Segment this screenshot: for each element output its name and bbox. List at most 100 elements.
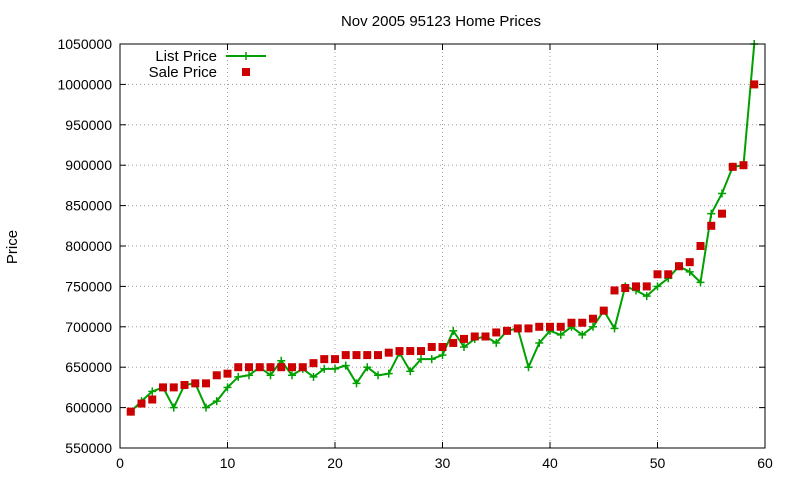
sale-price-point — [675, 262, 683, 271]
list-price-point — [202, 403, 210, 412]
sale-price-point — [578, 318, 587, 327]
list-price-point — [653, 282, 662, 291]
axis-ticks: 0 10 20 30 40 50 60 550000 600000 650000 700000 750… — [57, 36, 773, 471]
list-price-point — [718, 189, 726, 198]
sale-price-point — [750, 80, 759, 89]
sale-price-point — [148, 395, 157, 404]
y-tick-label: 1000000 — [57, 76, 112, 92]
sale-price-point — [137, 399, 146, 408]
sale-price-point — [621, 284, 630, 293]
list-price-point — [460, 343, 468, 351]
sale-price-point — [503, 326, 511, 335]
y-tick-label: 800000 — [65, 238, 112, 254]
sale-price-point — [481, 332, 490, 341]
sale-price-point — [438, 343, 447, 351]
x-tick-label: 30 — [435, 455, 451, 471]
y-tick-label: 900000 — [65, 157, 112, 173]
grid-lines — [120, 44, 765, 448]
sale-price-point — [341, 351, 350, 360]
list-price-point — [169, 403, 178, 412]
sale-price-point — [470, 332, 479, 341]
list-price-point — [245, 371, 253, 380]
sale-price-point — [169, 383, 178, 392]
sale-price-point — [610, 286, 619, 295]
list-price-point — [234, 372, 243, 381]
y-tick-label: 600000 — [65, 400, 112, 416]
list-price-point — [707, 209, 716, 218]
sale-price-point — [546, 322, 554, 331]
sale-price-point — [159, 383, 167, 392]
x-tick-label: 60 — [757, 455, 773, 471]
sale-price-point — [331, 355, 339, 364]
list-price-point — [363, 363, 372, 372]
sale-price-point — [739, 161, 748, 170]
list-price-point — [610, 324, 619, 333]
sale-price-point — [406, 347, 415, 356]
y-tick-label: 1050000 — [57, 36, 112, 52]
sale-price-point — [363, 351, 372, 360]
sale-price-point — [212, 371, 221, 380]
list-price-point — [352, 379, 361, 388]
x-tick-label: 50 — [650, 455, 666, 471]
list-price-point — [427, 355, 436, 364]
sale-price-point — [180, 380, 189, 389]
sale-price-point — [599, 306, 608, 315]
sale-price-point — [298, 363, 307, 372]
sale-price-point — [460, 334, 468, 343]
sale-price-point — [191, 379, 200, 388]
legend: List Price Sale Price — [149, 48, 266, 81]
sale-price-point — [492, 328, 501, 337]
list-price-point — [417, 355, 425, 364]
list-price-point — [331, 364, 339, 373]
sale-price-point — [632, 282, 640, 291]
sale-price-point — [395, 347, 404, 356]
sale-price-point — [513, 324, 522, 333]
list-price-point — [535, 338, 544, 347]
list-price-point — [266, 371, 275, 380]
x-tick-label: 10 — [220, 455, 236, 471]
sale-price-point — [223, 369, 232, 378]
list-price-point — [223, 383, 232, 392]
list-price-point — [696, 278, 705, 287]
list-price-point — [320, 364, 329, 373]
sale-price-point — [309, 359, 318, 368]
sale-price-point — [352, 351, 361, 360]
sale-price-point — [589, 314, 597, 323]
sale-price-point — [245, 363, 253, 372]
sale-price-point — [567, 318, 576, 327]
y-tick-label: 700000 — [65, 319, 112, 335]
sale-price-point — [384, 348, 393, 357]
sale-price-point — [524, 324, 533, 333]
sale-price-point — [664, 270, 673, 279]
list-price-point — [384, 369, 393, 378]
y-tick-label: 850000 — [65, 198, 112, 214]
list-price-point — [309, 372, 318, 381]
x-tick-label: 0 — [116, 455, 124, 471]
list-price-point — [556, 330, 565, 339]
list-price-point — [492, 338, 501, 347]
sale-price-point — [202, 379, 210, 388]
x-tick-label: 40 — [542, 455, 558, 471]
sale-price-point — [374, 351, 382, 360]
sale-price-point — [255, 363, 264, 372]
list-price-point — [685, 267, 694, 276]
list-price-point — [449, 326, 458, 335]
list-price-point — [406, 367, 415, 376]
legend-label-sale-price: Sale Price — [149, 64, 217, 81]
sale-price-point — [277, 363, 286, 372]
list-price-point — [212, 397, 221, 406]
legend-label-list-price: List Price — [155, 48, 217, 65]
legend-swatch-sale-price — [242, 68, 250, 76]
list-price-point — [341, 361, 350, 370]
sale-price-point — [266, 363, 275, 372]
chart-title: Nov 2005 95123 Home Prices — [341, 13, 541, 30]
y-tick-label: 650000 — [65, 359, 112, 375]
sale-price-point — [707, 221, 716, 230]
sale-price-point — [728, 162, 737, 171]
sale-price-point — [535, 322, 544, 331]
sale-price-point — [288, 363, 296, 372]
sale-price-point — [449, 338, 458, 347]
sale-price-point — [653, 270, 662, 279]
